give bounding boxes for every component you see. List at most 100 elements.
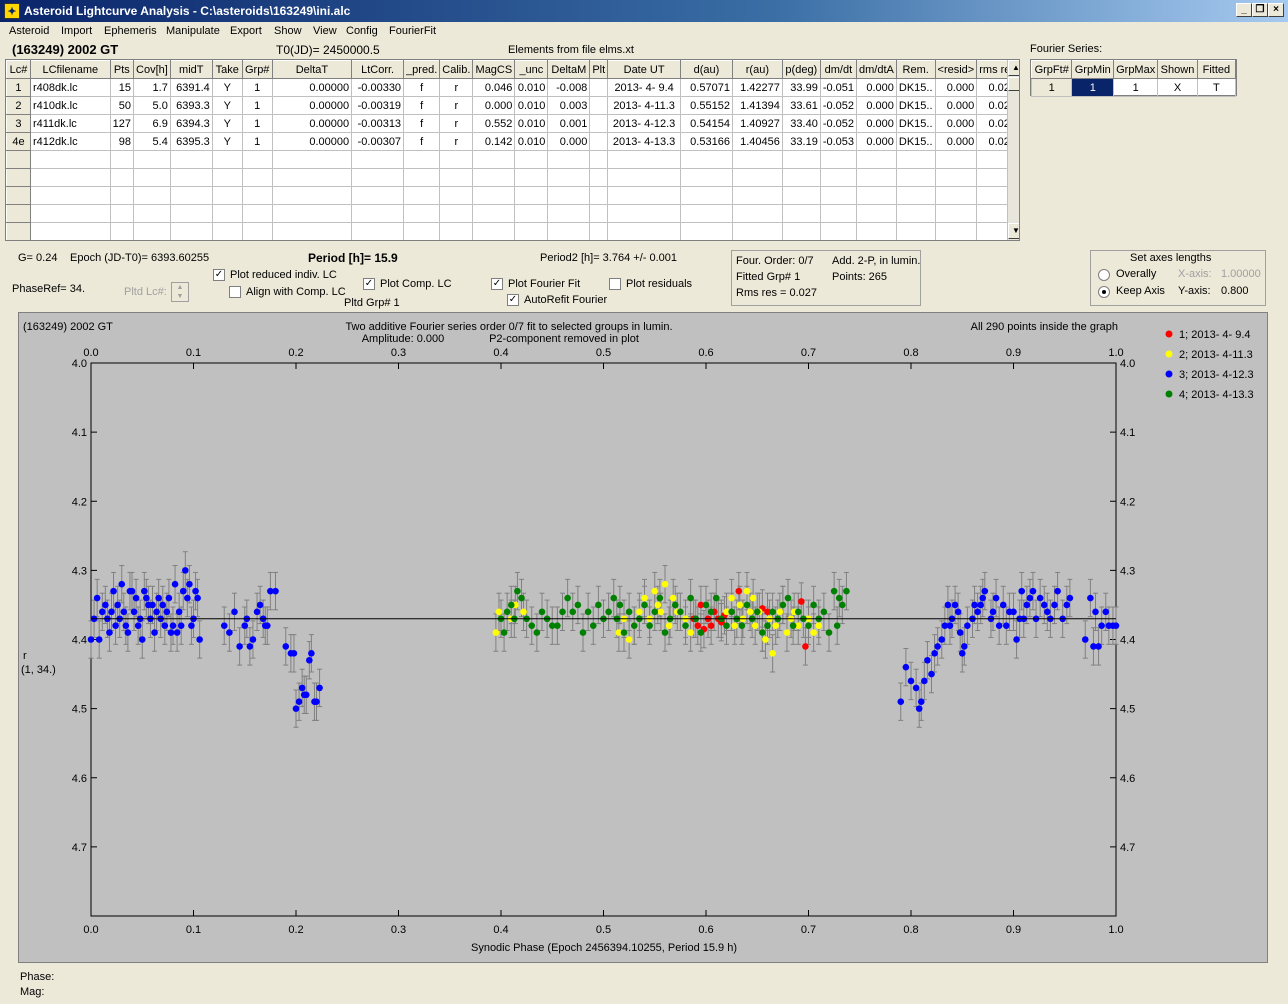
table-cell[interactable] <box>29 204 111 223</box>
table-cell[interactable]: Y <box>211 96 243 115</box>
table-cell[interactable] <box>819 204 858 223</box>
table-row[interactable] <box>6 150 1019 169</box>
table-cell[interactable] <box>472 150 516 169</box>
table-cell[interactable]: DK15.. <box>895 114 936 133</box>
table-cell[interactable] <box>589 78 609 97</box>
table-cell[interactable] <box>819 168 858 187</box>
table-cell[interactable]: 33.99 <box>781 78 821 97</box>
lc-column-header[interactable]: LtCorr. <box>351 60 405 79</box>
table-cell[interactable]: -0.051 <box>819 78 858 97</box>
row-header[interactable] <box>6 186 31 205</box>
row-header[interactable] <box>6 168 31 187</box>
plot-comp-checkbox[interactable]: ✓ <box>363 278 375 290</box>
table-cell[interactable] <box>403 186 441 205</box>
table-cell[interactable]: f <box>403 132 441 151</box>
table-cell[interactable] <box>934 222 978 240</box>
table-cell[interactable] <box>589 204 609 223</box>
scroll-down-icon[interactable]: ▼ <box>1008 223 1019 239</box>
table-cell[interactable] <box>547 186 591 205</box>
table-cell[interactable]: -0.00313 <box>351 114 405 133</box>
table-cell[interactable] <box>169 186 213 205</box>
plot-fourier-checkbox[interactable]: ✓ <box>491 278 503 290</box>
lc-column-header[interactable]: r(au) <box>731 60 783 79</box>
table-cell[interactable] <box>589 168 609 187</box>
table-cell[interactable]: -0.00319 <box>351 96 405 115</box>
table-cell[interactable]: 1.41394 <box>731 96 783 115</box>
table-cell[interactable]: 6.9 <box>133 114 171 133</box>
table-cell[interactable] <box>856 186 897 205</box>
table-cell[interactable] <box>680 204 733 223</box>
table-cell[interactable]: DK15.. <box>895 78 936 97</box>
table-cell[interactable]: 0.000 <box>934 132 978 151</box>
table-cell[interactable]: 1 <box>1030 78 1073 97</box>
table-cell[interactable] <box>589 186 609 205</box>
table-cell[interactable]: 0.000 <box>856 96 897 115</box>
fourier-column-header[interactable]: Fitted <box>1196 60 1237 79</box>
row-header[interactable] <box>6 150 31 169</box>
lc-column-header[interactable]: p(deg) <box>781 60 821 79</box>
table-cell[interactable] <box>680 186 733 205</box>
menu-asteroid[interactable]: Asteroid <box>9 25 50 37</box>
pltd-lc-spinner[interactable]: ▲ ▼ <box>171 282 189 302</box>
table-cell[interactable] <box>403 222 441 240</box>
table-cell[interactable] <box>439 186 474 205</box>
table-cell[interactable] <box>819 186 858 205</box>
table-cell[interactable]: r <box>439 78 474 97</box>
table-cell[interactable]: 0.55152 <box>680 96 733 115</box>
menu-import[interactable]: Import <box>61 25 93 37</box>
table-cell[interactable]: 6394.3 <box>169 114 213 133</box>
table-cell[interactable] <box>351 186 405 205</box>
table-cell[interactable]: 1.40456 <box>731 132 783 151</box>
table-cell[interactable]: 6393.3 <box>169 96 213 115</box>
table-cell[interactable] <box>439 168 474 187</box>
table-cell[interactable]: 6395.3 <box>169 132 213 151</box>
plot-reduced-checkbox[interactable]: ✓ <box>213 269 225 281</box>
table-cell[interactable] <box>472 222 516 240</box>
table-cell[interactable] <box>169 150 213 169</box>
table-cell[interactable] <box>211 204 243 223</box>
lc-column-header[interactable]: Date UT <box>607 60 682 79</box>
table-cell[interactable]: DK15.. <box>895 132 936 151</box>
table-cell[interactable]: 0.000 <box>934 114 978 133</box>
table-cell[interactable] <box>271 150 353 169</box>
table-row[interactable]: 3 r411dk.lc 127 6.9 6394.3 Y 1 0.00000 -0.00313 f… <box>6 114 1019 133</box>
menu-view[interactable]: View <box>313 25 337 37</box>
table-cell[interactable] <box>856 204 897 223</box>
table-cell[interactable]: 1 <box>1113 78 1159 97</box>
menu-manipulate[interactable]: Manipulate <box>166 25 220 37</box>
table-cell[interactable] <box>403 168 441 187</box>
table-cell[interactable]: 2013- 4- 9.4 <box>607 78 682 97</box>
table-cell[interactable] <box>403 150 441 169</box>
table-cell[interactable] <box>211 150 243 169</box>
table-cell[interactable]: 0.010 <box>514 96 549 115</box>
menu-fourierfit[interactable]: FourierFit <box>389 25 437 37</box>
table-cell[interactable]: 0.000 <box>934 78 978 97</box>
table-cell[interactable]: 2013- 4-13.3 <box>607 132 682 151</box>
table-cell[interactable]: -0.052 <box>819 114 858 133</box>
table-cell[interactable] <box>351 150 405 169</box>
table-cell[interactable] <box>547 168 591 187</box>
table-cell[interactable] <box>607 204 682 223</box>
table-cell[interactable]: 0.00000 <box>271 96 353 115</box>
table-cell[interactable]: 33.61 <box>781 96 821 115</box>
table-cell[interactable] <box>109 204 135 223</box>
table-cell[interactable]: 0.000 <box>856 78 897 97</box>
lc-column-header[interactable]: Pts <box>109 60 135 79</box>
table-cell[interactable]: 15 <box>109 78 135 97</box>
table-cell[interactable]: 5.4 <box>133 132 171 151</box>
close-button[interactable]: × <box>1268 3 1284 17</box>
table-cell[interactable] <box>241 186 273 205</box>
lc-column-header[interactable]: midT <box>169 60 213 79</box>
table-cell[interactable]: 0.00000 <box>271 114 353 133</box>
table-cell[interactable]: -0.00307 <box>351 132 405 151</box>
table-cell[interactable]: 33.40 <box>781 114 821 133</box>
table-cell[interactable]: 1 <box>241 78 273 97</box>
table-cell[interactable] <box>133 150 171 169</box>
lightcurve-chart[interactable]: 0.0 0.0 0.1 0.1 0.2 0.2 0.3 0.3 0.4 0.4 0.5 0.5 0.6 0… <box>19 313 1269 964</box>
autorefit-checkbox[interactable]: ✓ <box>507 294 519 306</box>
app-icon[interactable]: ✦ <box>4 3 20 19</box>
table-cell[interactable] <box>781 168 821 187</box>
lc-column-header[interactable]: Lc# <box>6 60 31 79</box>
selected-cell[interactable]: 1 <box>1071 78 1115 97</box>
table-cell[interactable]: 127 <box>109 114 135 133</box>
